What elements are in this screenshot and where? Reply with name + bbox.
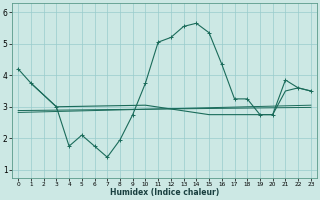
X-axis label: Humidex (Indice chaleur): Humidex (Indice chaleur) (110, 188, 219, 197)
